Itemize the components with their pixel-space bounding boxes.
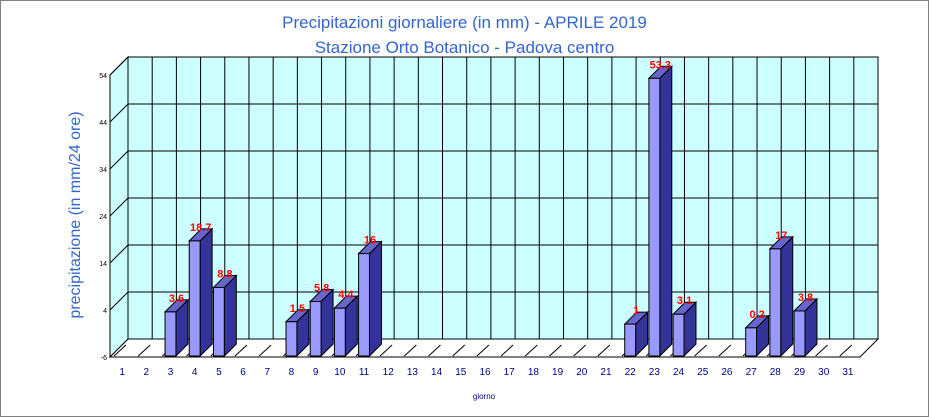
floor-tick [549, 344, 562, 357]
data-label: 0.2 [749, 309, 764, 321]
x-tick-label: 29 [794, 367, 806, 378]
x-tick-label: 26 [721, 367, 733, 378]
x-axis-label: giorno [472, 392, 496, 401]
x-tick-label: 15 [455, 367, 467, 378]
data-label: 3.6 [169, 293, 184, 305]
y-gridline-side [109, 150, 129, 170]
y-gridline-side [109, 56, 129, 76]
floor-tick [452, 344, 466, 357]
data-label: 53.3 [650, 59, 671, 71]
data-label: 3.1 [677, 295, 692, 307]
y-tick-label: 4 [103, 308, 107, 315]
x-tick-label: 2 [144, 367, 150, 378]
bar [285, 321, 298, 357]
bar [212, 286, 225, 357]
data-label: 5.8 [314, 283, 329, 295]
x-tick-label: 25 [697, 367, 709, 378]
floor-tick [137, 344, 151, 357]
x-tick-label: 8 [289, 367, 295, 378]
x-tick-label: 27 [746, 367, 758, 378]
x-tick-label: 5 [216, 367, 222, 378]
bar [648, 77, 661, 357]
bar-side [659, 65, 673, 358]
y-tick-label: 54 [99, 73, 107, 80]
bar-side [199, 227, 213, 358]
x-tick-label: 24 [673, 367, 685, 378]
bar [164, 311, 177, 357]
y-tick-label: 24 [99, 214, 107, 221]
floor-tick [234, 344, 248, 357]
bar [309, 301, 322, 357]
data-label: 3.8 [798, 292, 813, 304]
x-tick-label: 18 [528, 367, 540, 378]
floor-tick [403, 344, 417, 357]
floor-tick [718, 344, 732, 357]
bar-side [780, 235, 794, 358]
bar [624, 323, 637, 357]
data-label: 18.7 [190, 222, 211, 234]
data-label: 1.5 [290, 303, 305, 315]
x-tick-label: 22 [625, 367, 637, 378]
floor-tick [428, 344, 441, 357]
bar [672, 313, 685, 357]
y-tick-label: -6 [101, 355, 107, 362]
x-tick-label: 11 [359, 367, 370, 378]
bar [745, 327, 758, 357]
data-label: 4.4 [338, 289, 354, 301]
x-tick-label: 13 [407, 367, 419, 378]
floor-tick [524, 344, 538, 357]
y-gridline-side [109, 197, 129, 217]
x-tick-label: 20 [576, 367, 588, 378]
floor-tick [815, 344, 828, 357]
floor-tick [113, 344, 127, 357]
x-tick-label: 23 [649, 367, 661, 378]
x-tick-label: 7 [264, 367, 270, 378]
floor-tick [597, 344, 611, 357]
x-tick-label: 28 [770, 367, 782, 378]
x-tick-label: 3 [168, 367, 174, 378]
floor-tick [379, 344, 393, 357]
chart-title: Precipitazioni giornaliere (in mm) - APR… [282, 13, 647, 32]
bar [358, 253, 370, 357]
y-gridline-side [109, 103, 129, 123]
x-tick-label: 6 [240, 367, 246, 378]
y-tick-label: 34 [99, 167, 107, 174]
data-label: 8.8 [217, 268, 232, 280]
x-tick-label: 31 [842, 367, 854, 378]
y-gridline-side [109, 244, 129, 264]
floor-tick [839, 344, 853, 357]
x-tick-label: 17 [504, 367, 516, 378]
chart-subtitle: Stazione Orto Botanico - Padova centro [314, 38, 615, 57]
bar [793, 310, 806, 357]
x-tick-label: 16 [479, 367, 491, 378]
bar-side [223, 274, 237, 358]
bar [333, 307, 346, 357]
data-label: 17 [775, 230, 787, 242]
y-gridline-side [109, 291, 129, 311]
floor-tick [500, 344, 514, 357]
bar [188, 240, 201, 357]
x-tick-label: 9 [313, 367, 319, 378]
x-tick-label: 14 [431, 367, 443, 378]
x-tick-label: 30 [818, 367, 830, 378]
bar [769, 248, 782, 357]
y-tick-label: 14 [99, 261, 107, 268]
x-tick-label: 10 [334, 367, 346, 378]
x-tick-label: 12 [383, 367, 395, 378]
floor-tick [476, 344, 490, 357]
x-tick-label: 1 [119, 367, 125, 378]
bar-side [368, 240, 382, 358]
y-tick-label: 44 [99, 120, 107, 127]
x-tick-label: 4 [192, 367, 198, 378]
x-tick-label: 21 [600, 367, 612, 378]
floor-tick [573, 344, 587, 357]
floor-tick [258, 344, 272, 357]
data-label: 1 [633, 305, 639, 317]
x-tick-label: 19 [552, 367, 564, 378]
data-label: 16 [364, 235, 376, 247]
floor-tick [694, 344, 707, 357]
